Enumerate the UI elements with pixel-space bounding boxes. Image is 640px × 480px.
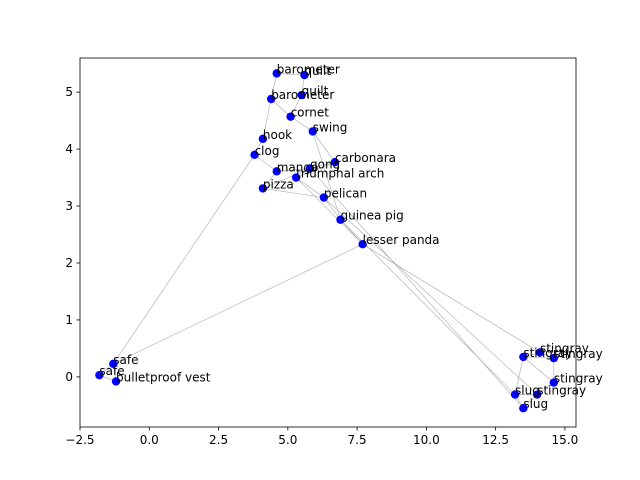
edge-line: [323, 197, 538, 395]
x-tick-label: 7.5: [348, 433, 367, 447]
axes-layer: −2.5 0.0 2.5 5.0 7.5 10.0 12.5 15.0 0 1 2 3 4 5: [65, 57, 579, 447]
edge-line: [276, 73, 305, 76]
edge-line: [295, 177, 363, 245]
data-point: [258, 134, 268, 144]
point-label: clog: [255, 144, 280, 158]
point-label: barometer: [271, 88, 334, 102]
x-tick-label: 5.0: [278, 433, 297, 447]
data-point: [111, 377, 121, 386]
edge-line: [312, 131, 341, 220]
edge-line: [323, 197, 341, 220]
point-label: stingray: [540, 341, 589, 355]
edge-line: [362, 243, 541, 353]
point-label: barometer: [277, 62, 340, 76]
data-point: [549, 353, 559, 363]
x-tick-label: 10.0: [413, 433, 440, 447]
data-point: [330, 158, 340, 167]
point-label: pizza: [263, 177, 294, 191]
data-point: [549, 378, 559, 387]
point-label: stingray: [537, 384, 586, 398]
point-label: mango: [277, 160, 319, 174]
points-layer: [95, 69, 559, 413]
data-point: [95, 370, 104, 380]
edge-line: [312, 131, 336, 163]
edge-line: [113, 154, 255, 364]
edge-line: [295, 177, 325, 198]
edge-line: [276, 168, 311, 172]
y-tick-label: 3: [65, 199, 73, 213]
data-point: [109, 359, 118, 368]
plot-frame: [79, 57, 577, 428]
point-label: guinea pig: [340, 209, 403, 223]
data-point: [533, 390, 542, 399]
point-label: cornet: [291, 106, 330, 120]
data-point: [519, 352, 528, 362]
data-point: [319, 193, 329, 202]
data-point: [297, 90, 306, 100]
data-point: [336, 215, 345, 224]
point-label: bulletproof vest: [116, 370, 211, 384]
data-point: [519, 404, 528, 413]
point-label: gong: [310, 157, 340, 171]
edge-line: [262, 168, 311, 189]
edge-line: [270, 73, 278, 100]
data-point: [300, 70, 309, 80]
data-point: [291, 173, 301, 182]
data-point: [510, 390, 520, 399]
y-tick-label: 5: [65, 85, 73, 99]
point-label: slug: [523, 397, 548, 411]
edge-line: [254, 154, 277, 172]
data-point: [286, 112, 295, 121]
point-label: stingray: [554, 372, 603, 386]
data-point: [272, 69, 281, 78]
point-label: slug: [515, 384, 540, 398]
point-label: safe: [113, 353, 138, 367]
data-point: [308, 127, 317, 136]
edge-line: [309, 168, 524, 409]
data-point: [535, 348, 545, 357]
edge-line: [262, 188, 324, 198]
y-tick-label: 1: [65, 313, 73, 327]
point-label: stingray: [554, 347, 603, 361]
edge-line: [296, 161, 336, 178]
point-label: hook: [263, 128, 292, 142]
edge-line: [309, 161, 336, 169]
edge-line: [523, 356, 555, 383]
point-label: quilt: [304, 64, 331, 78]
data-point: [266, 94, 276, 104]
edge-line: [514, 356, 524, 395]
point-label: stingray: [523, 346, 572, 360]
point-label: triumphal arch: [296, 167, 384, 181]
point-label: swing: [313, 120, 348, 134]
point-label: lesser panda: [363, 233, 440, 247]
point-label: carbonara: [335, 151, 396, 165]
edge-line: [262, 98, 272, 139]
x-tick-label: 15.0: [552, 433, 579, 447]
edge-line: [113, 243, 363, 365]
y-tick-label: 2: [65, 256, 73, 270]
point-labels-layer: barometerquiltquiltbarometercornetswingh…: [99, 62, 602, 411]
data-point: [358, 240, 367, 249]
x-tick-label: 2.5: [209, 433, 228, 447]
data-point: [250, 150, 259, 160]
x-tick-label: 12.5: [482, 433, 509, 447]
edge-line: [270, 98, 291, 117]
edge-line: [290, 116, 313, 132]
data-point: [272, 167, 281, 176]
y-tick-label: 4: [65, 142, 73, 156]
data-point: [258, 184, 268, 193]
y-tick-label: 0: [65, 370, 73, 384]
point-label: pelican: [324, 187, 367, 201]
x-tick-label: −2.5: [65, 433, 94, 447]
x-tick-label: 0.0: [140, 433, 159, 447]
data-point: [305, 164, 315, 173]
edge-line: [523, 356, 554, 359]
edge-line: [340, 219, 516, 395]
point-label: quilt: [302, 84, 329, 98]
point-label: safe: [99, 364, 124, 378]
